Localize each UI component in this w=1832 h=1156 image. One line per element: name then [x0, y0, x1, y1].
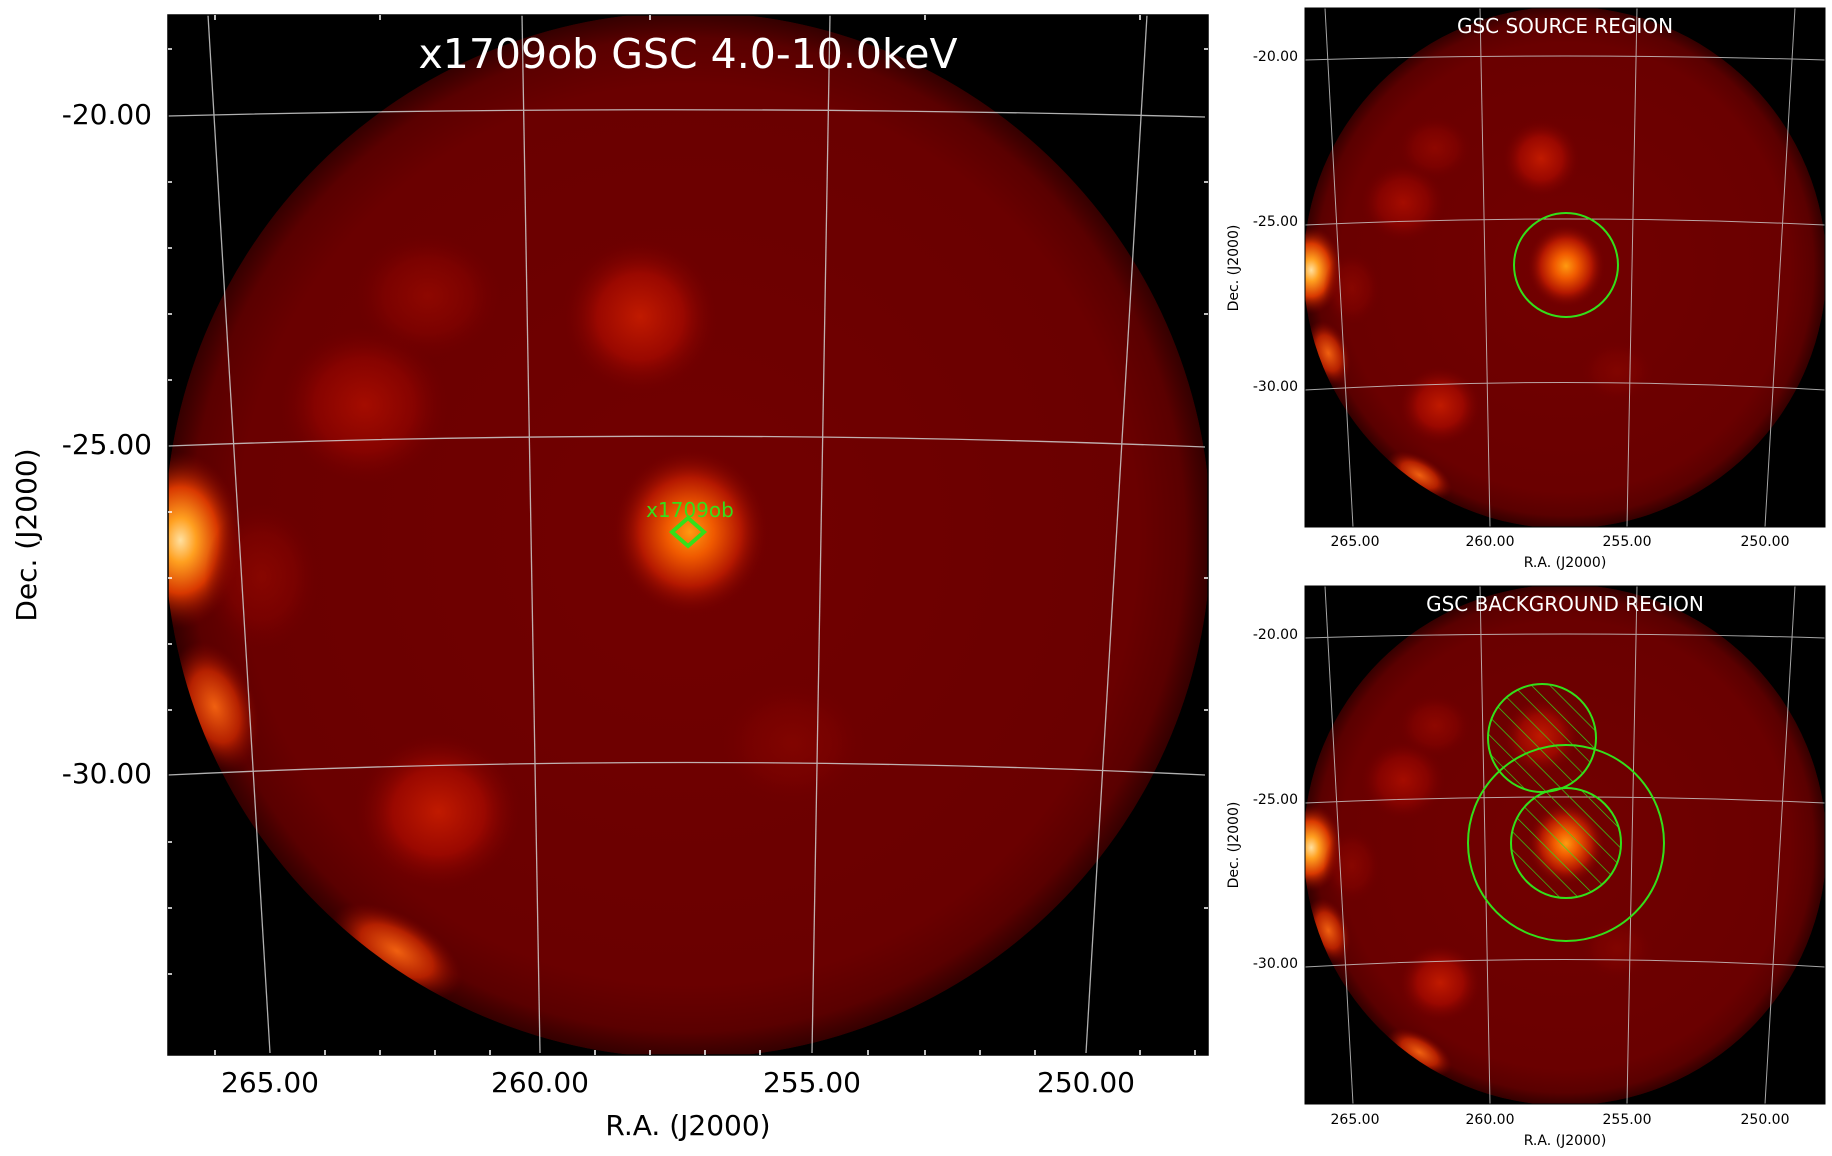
background-exclusion-source[interactable]: [1510, 787, 1622, 899]
main-xtick-2: 260.00: [491, 1066, 589, 1099]
background-region-panel: GSC BACKGROUND REGION -20.00 -25.00 -30.…: [1226, 585, 1826, 1149]
source-region-panel: GSC SOURCE REGION -20.00 -25.00 -30.00 2…: [1226, 6, 1827, 571]
main-title: x1709ob GSC 4.0-10.0keV: [418, 30, 957, 78]
source-xtick-4: 250.00: [1741, 534, 1790, 550]
source-frame: [1304, 7, 1826, 528]
background-exclusion-neighbor[interactable]: [1487, 683, 1597, 793]
main-grid: [167, 14, 1206, 1054]
source-ytick-3: -30.00: [1253, 379, 1298, 395]
source-marker[interactable]: x1709ob: [646, 498, 734, 549]
background-ytick-1: -20.00: [1253, 627, 1298, 643]
main-panel: x1709ob GSC 4.0-10.0keV x1709ob -20.00 -…: [10, 12, 1211, 1142]
main-ticks: [168, 15, 1208, 1055]
source-xlabel: R.A. (J2000): [1524, 555, 1607, 571]
main-ytick-1: -20.00: [62, 98, 152, 131]
main-xtick-4: 250.00: [1037, 1066, 1135, 1099]
main-ylabel: Dec. (J2000): [10, 448, 43, 621]
diamond-marker-icon: [668, 515, 708, 549]
source-xtick-1: 265.00: [1331, 534, 1380, 550]
main-sky-image: [118, 12, 1211, 1058]
background-xtick-3: 255.00: [1603, 1112, 1652, 1128]
source-panel-title: GSC SOURCE REGION: [1457, 14, 1673, 38]
source-ylabel: Dec. (J2000): [1226, 225, 1242, 312]
background-xtick-2: 260.00: [1466, 1112, 1515, 1128]
background-frame: [1304, 585, 1826, 1105]
source-ytick-1: -20.00: [1253, 49, 1298, 65]
background-xtick-1: 265.00: [1331, 1112, 1380, 1128]
background-grid: [1304, 585, 1826, 1105]
source-grid: [1304, 7, 1826, 528]
background-ytick-2: -25.00: [1253, 792, 1298, 808]
main-xlabel: R.A. (J2000): [605, 1109, 770, 1142]
background-xtick-4: 250.00: [1741, 1112, 1790, 1128]
main-xtick-1: 265.00: [221, 1066, 319, 1099]
source-sky-image: [1280, 6, 1827, 528]
background-ytick-3: -30.00: [1253, 956, 1298, 972]
main-frame: [167, 14, 1209, 1056]
source-region-circle[interactable]: [1513, 212, 1619, 318]
main-ytick-2: -25.00: [62, 428, 152, 461]
source-marker-label: x1709ob: [646, 498, 734, 522]
source-xtick-2: 260.00: [1466, 534, 1515, 550]
background-panel-title: GSC BACKGROUND REGION: [1426, 592, 1704, 616]
main-ytick-3: -30.00: [62, 757, 152, 790]
main-xtick-3: 255.00: [763, 1066, 861, 1099]
background-ylabel: Dec. (J2000): [1226, 802, 1242, 889]
source-xtick-3: 255.00: [1603, 534, 1652, 550]
background-xlabel: R.A. (J2000): [1524, 1133, 1607, 1149]
source-ytick-2: -25.00: [1253, 214, 1298, 230]
